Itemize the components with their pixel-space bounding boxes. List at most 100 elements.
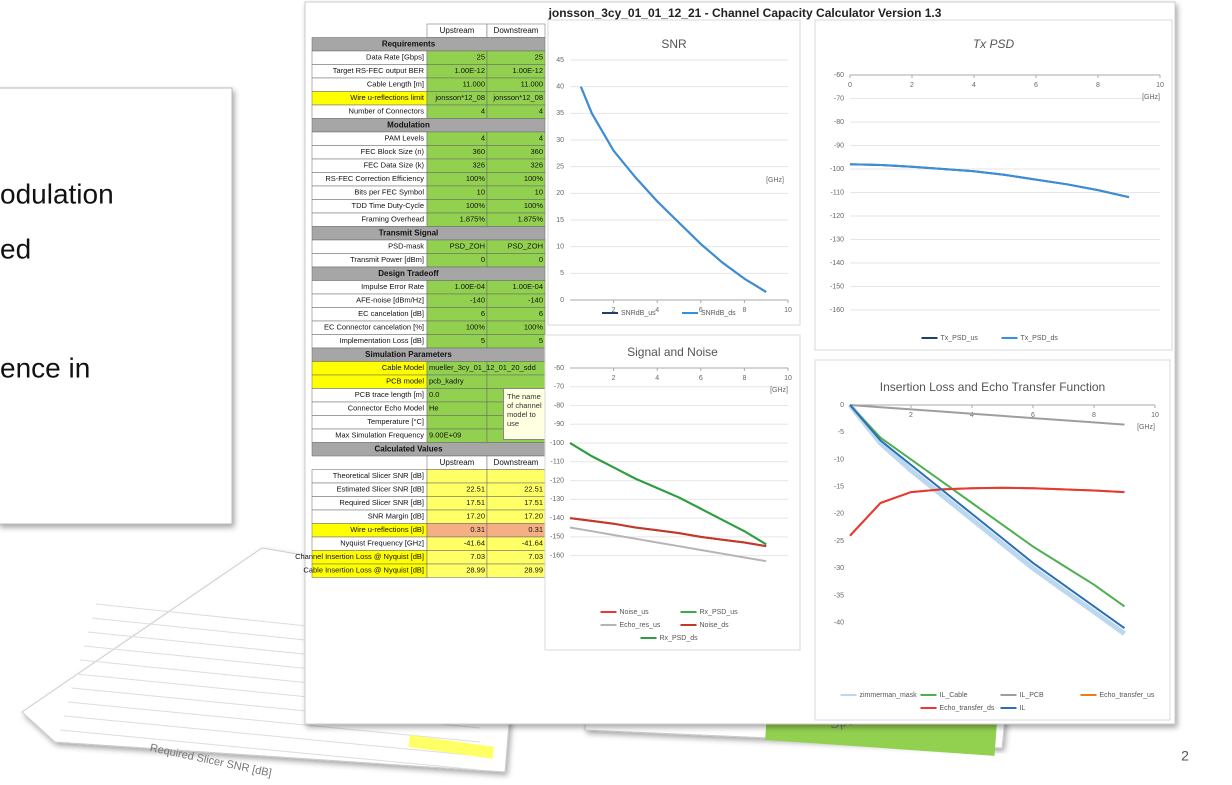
legend-label: Tx_PSD_us	[941, 335, 979, 342]
y-tick-label: -35	[834, 592, 844, 599]
cell-value: 17.51	[524, 498, 543, 507]
chart-title: Tx PSD	[973, 37, 1015, 51]
cell-value: 100%	[466, 323, 486, 332]
legend-label: IL_Cable	[940, 692, 968, 699]
value-cell	[426, 131, 488, 146]
value-cell	[486, 334, 546, 349]
legend-label: Tx_PSD_ds	[1021, 335, 1059, 342]
x-axis-label: [GHz]	[766, 177, 784, 184]
cell-value: 4	[481, 107, 485, 116]
y-tick-label: -150	[550, 534, 564, 541]
row-label: RS-FEC Correction Efficiency	[325, 174, 424, 183]
row-label: Target RS-FEC output BER	[333, 66, 425, 75]
cell-value: 22.51	[466, 485, 485, 494]
row-label: Cable Length [m]	[367, 80, 424, 89]
y-tick-label: -60	[834, 72, 844, 79]
cell-value: -140	[470, 296, 485, 305]
x-tick-label: 2	[612, 307, 616, 314]
legend-label: SNRdB_us	[621, 310, 656, 317]
legend-label: zimmerman_mask	[860, 692, 918, 699]
series-line	[849, 404, 1126, 630]
x-tick-label: 6	[1031, 412, 1035, 419]
cell-value: 100%	[524, 201, 544, 210]
cell-value: 1.00E-04	[455, 282, 485, 291]
row-label: Theoretical Slicer SNR [dB]	[333, 471, 424, 480]
cell-value: He	[429, 404, 439, 413]
x-tick-label: 4	[655, 375, 659, 382]
y-tick-label: -90	[554, 421, 564, 428]
row-label: Max Simulation Frequency	[335, 431, 424, 440]
cell-value: 22.51	[524, 485, 543, 494]
row-label: Cable Insertion Loss @ Nyquist [dB]	[303, 566, 424, 575]
tooltip: The name of channel model to use	[503, 388, 547, 440]
x-tick-label: 0	[848, 82, 852, 89]
row-label: PAM Levels	[385, 134, 425, 143]
legend-label: Noise_ds	[700, 622, 730, 629]
column-header: Upstream	[440, 458, 475, 467]
cell-value: 1.00E-12	[455, 66, 485, 75]
value-cell	[426, 104, 488, 119]
x-tick-label: 10	[784, 307, 792, 314]
row-label: Nyquist Frequency [GHz]	[340, 539, 424, 548]
y-tick-label: 35	[556, 110, 564, 117]
cell-value: 17.20	[524, 512, 543, 521]
cell-value: 11.000	[463, 80, 485, 89]
x-tick-label: 4	[970, 412, 974, 419]
page-number: 2	[1181, 748, 1189, 764]
series-line	[569, 526, 767, 563]
slide-text: ence in	[0, 352, 90, 383]
y-tick-label: 25	[556, 164, 564, 171]
cell-value: 25	[535, 53, 543, 62]
legend-label: SNRdB_ds	[701, 310, 736, 317]
value-cell	[486, 131, 546, 146]
y-tick-label: -20	[834, 511, 844, 518]
row-label: Channel Insertion Loss @ Nyquist [dB]	[295, 552, 424, 561]
row-label: AFE-noise [dBm/Hz]	[356, 296, 424, 305]
column-header: Upstream	[440, 26, 475, 35]
legend-label: Echo_transfer_us	[1100, 692, 1155, 699]
legend-label: Echo_transfer_ds	[940, 705, 995, 712]
value-cell	[426, 334, 488, 349]
cell-value: 5	[481, 336, 485, 345]
cell-value: 100%	[524, 323, 544, 332]
x-tick-label: 6	[699, 307, 703, 314]
cell-value: 7.03	[528, 552, 543, 561]
chart-title: SNR	[661, 37, 687, 51]
row-label: Framing Overhead	[361, 215, 424, 224]
y-tick-label: -60	[554, 365, 564, 372]
row-label: PCB trace length [m]	[355, 390, 424, 399]
y-tick-label: -70	[834, 95, 844, 102]
y-tick-label: 15	[556, 217, 564, 224]
cell-value: 28.99	[524, 566, 543, 575]
series-line	[849, 404, 1125, 426]
cell-value: 1.00E-04	[513, 282, 543, 291]
row-label: EC Connector cancelation [%]	[324, 323, 424, 332]
row-label: PCB model	[386, 377, 424, 386]
y-tick-label: 5	[560, 270, 564, 277]
y-tick-label: -110	[551, 459, 565, 466]
x-tick-label: 8	[1096, 82, 1100, 89]
tooltip-text: The name of channel model to use	[503, 388, 547, 440]
column-header: Downstream	[494, 26, 539, 35]
y-tick-label: 45	[556, 57, 564, 64]
cell-value: mueller_3cy_01_12_01_20_sdd	[429, 363, 536, 372]
cell-value: 4	[539, 107, 543, 116]
column-header: Downstream	[494, 458, 539, 467]
series-line	[569, 517, 767, 548]
legend-label: Echo_res_us	[620, 622, 661, 629]
chart-title: Signal and Noise	[627, 345, 718, 359]
x-tick-label: 6	[699, 375, 703, 382]
y-tick-label: -25	[834, 538, 844, 545]
row-label: FEC Data Size (k)	[364, 161, 425, 170]
section-label: Transmit Signal	[379, 228, 439, 237]
cell-value: 4	[539, 134, 543, 143]
y-tick-label: -120	[830, 213, 844, 220]
x-tick-label: 4	[972, 82, 976, 89]
spreadsheet: jonsson_3cy_01_01_12_21 - Channel Capaci…	[295, 1, 1176, 725]
back-sheet-rule	[59, 729, 481, 771]
series-line	[849, 163, 1130, 199]
y-tick-label: -70	[554, 384, 564, 391]
value-cell	[426, 253, 488, 268]
x-tick-label: 8	[1092, 412, 1096, 419]
x-tick-label: 2	[909, 412, 913, 419]
